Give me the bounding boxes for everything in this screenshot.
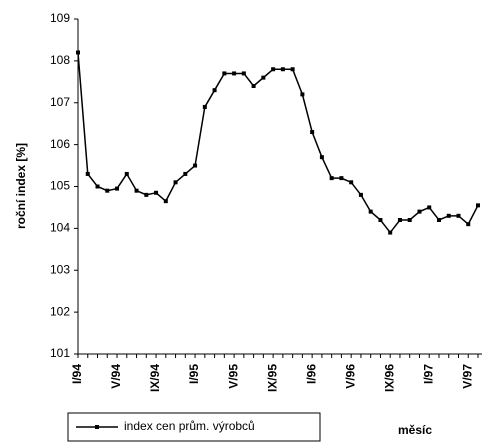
y-axis-label: roční index [%] — [14, 143, 28, 229]
point-marker — [124, 171, 129, 176]
y-tick-label: 105 — [50, 179, 70, 193]
point-marker — [241, 71, 246, 76]
point-marker — [251, 84, 256, 88]
point-marker — [76, 50, 80, 55]
point-marker — [261, 75, 266, 80]
point-marker — [202, 104, 207, 109]
point-marker — [339, 176, 344, 181]
point-marker — [144, 192, 149, 197]
point-marker — [85, 171, 90, 176]
point-marker — [173, 180, 178, 185]
y-tick-label: 107 — [50, 95, 70, 109]
point-marker — [154, 190, 159, 195]
point-marker — [300, 92, 305, 97]
point-marker — [436, 218, 441, 222]
y-tick-label: 101 — [50, 346, 70, 360]
point-marker — [163, 199, 168, 204]
series-line — [77, 52, 479, 234]
x-tick-label: I/96 — [304, 364, 318, 384]
y-tick-label: 104 — [50, 221, 70, 235]
x-tick-label: V/94 — [109, 364, 123, 389]
x-tick-label: V/95 — [226, 364, 240, 389]
point-marker — [358, 192, 363, 197]
point-marker — [446, 213, 451, 218]
x-tick-label: IX/95 — [265, 364, 279, 392]
y-tick-label: 106 — [50, 137, 70, 151]
x-tick-label: V/97 — [460, 364, 474, 389]
point-marker — [232, 71, 237, 76]
point-marker — [193, 163, 198, 168]
point-marker — [105, 188, 110, 193]
y-tick-label: 109 — [50, 11, 70, 25]
point-marker — [134, 188, 139, 193]
y-tick-label: 102 — [50, 304, 70, 318]
point-marker — [271, 67, 276, 72]
point-marker — [95, 184, 100, 189]
point-marker — [407, 218, 412, 222]
legend-label: index cen prům. výrobců — [124, 419, 255, 433]
x-tick-label: IX/94 — [148, 364, 162, 392]
point-marker — [212, 88, 217, 93]
x-tick-label: IX/96 — [382, 364, 396, 392]
x-axis-label: měsíc — [398, 423, 432, 437]
point-marker — [349, 180, 354, 185]
point-marker — [290, 67, 295, 72]
point-marker — [368, 209, 373, 214]
point-marker — [310, 130, 315, 135]
point-marker — [427, 205, 432, 210]
x-tick-label: I/95 — [187, 364, 201, 384]
y-tick-label: 103 — [50, 262, 70, 276]
x-tick-label: I/94 — [70, 364, 84, 384]
point-marker — [476, 203, 480, 208]
point-marker — [183, 171, 188, 176]
point-marker — [388, 230, 393, 235]
point-marker — [115, 186, 120, 191]
point-marker — [417, 209, 422, 214]
point-marker — [319, 155, 324, 160]
point-marker — [329, 176, 334, 181]
point-marker — [280, 67, 285, 72]
point-marker — [397, 218, 402, 222]
x-tick-label: V/96 — [343, 364, 357, 389]
legend-marker — [95, 425, 99, 429]
point-marker — [222, 71, 227, 76]
point-marker — [456, 213, 461, 218]
point-marker — [378, 218, 383, 222]
legend-box — [67, 412, 321, 442]
y-tick-label: 108 — [50, 53, 70, 67]
point-marker — [466, 222, 471, 227]
x-tick-label: I/97 — [421, 364, 435, 384]
